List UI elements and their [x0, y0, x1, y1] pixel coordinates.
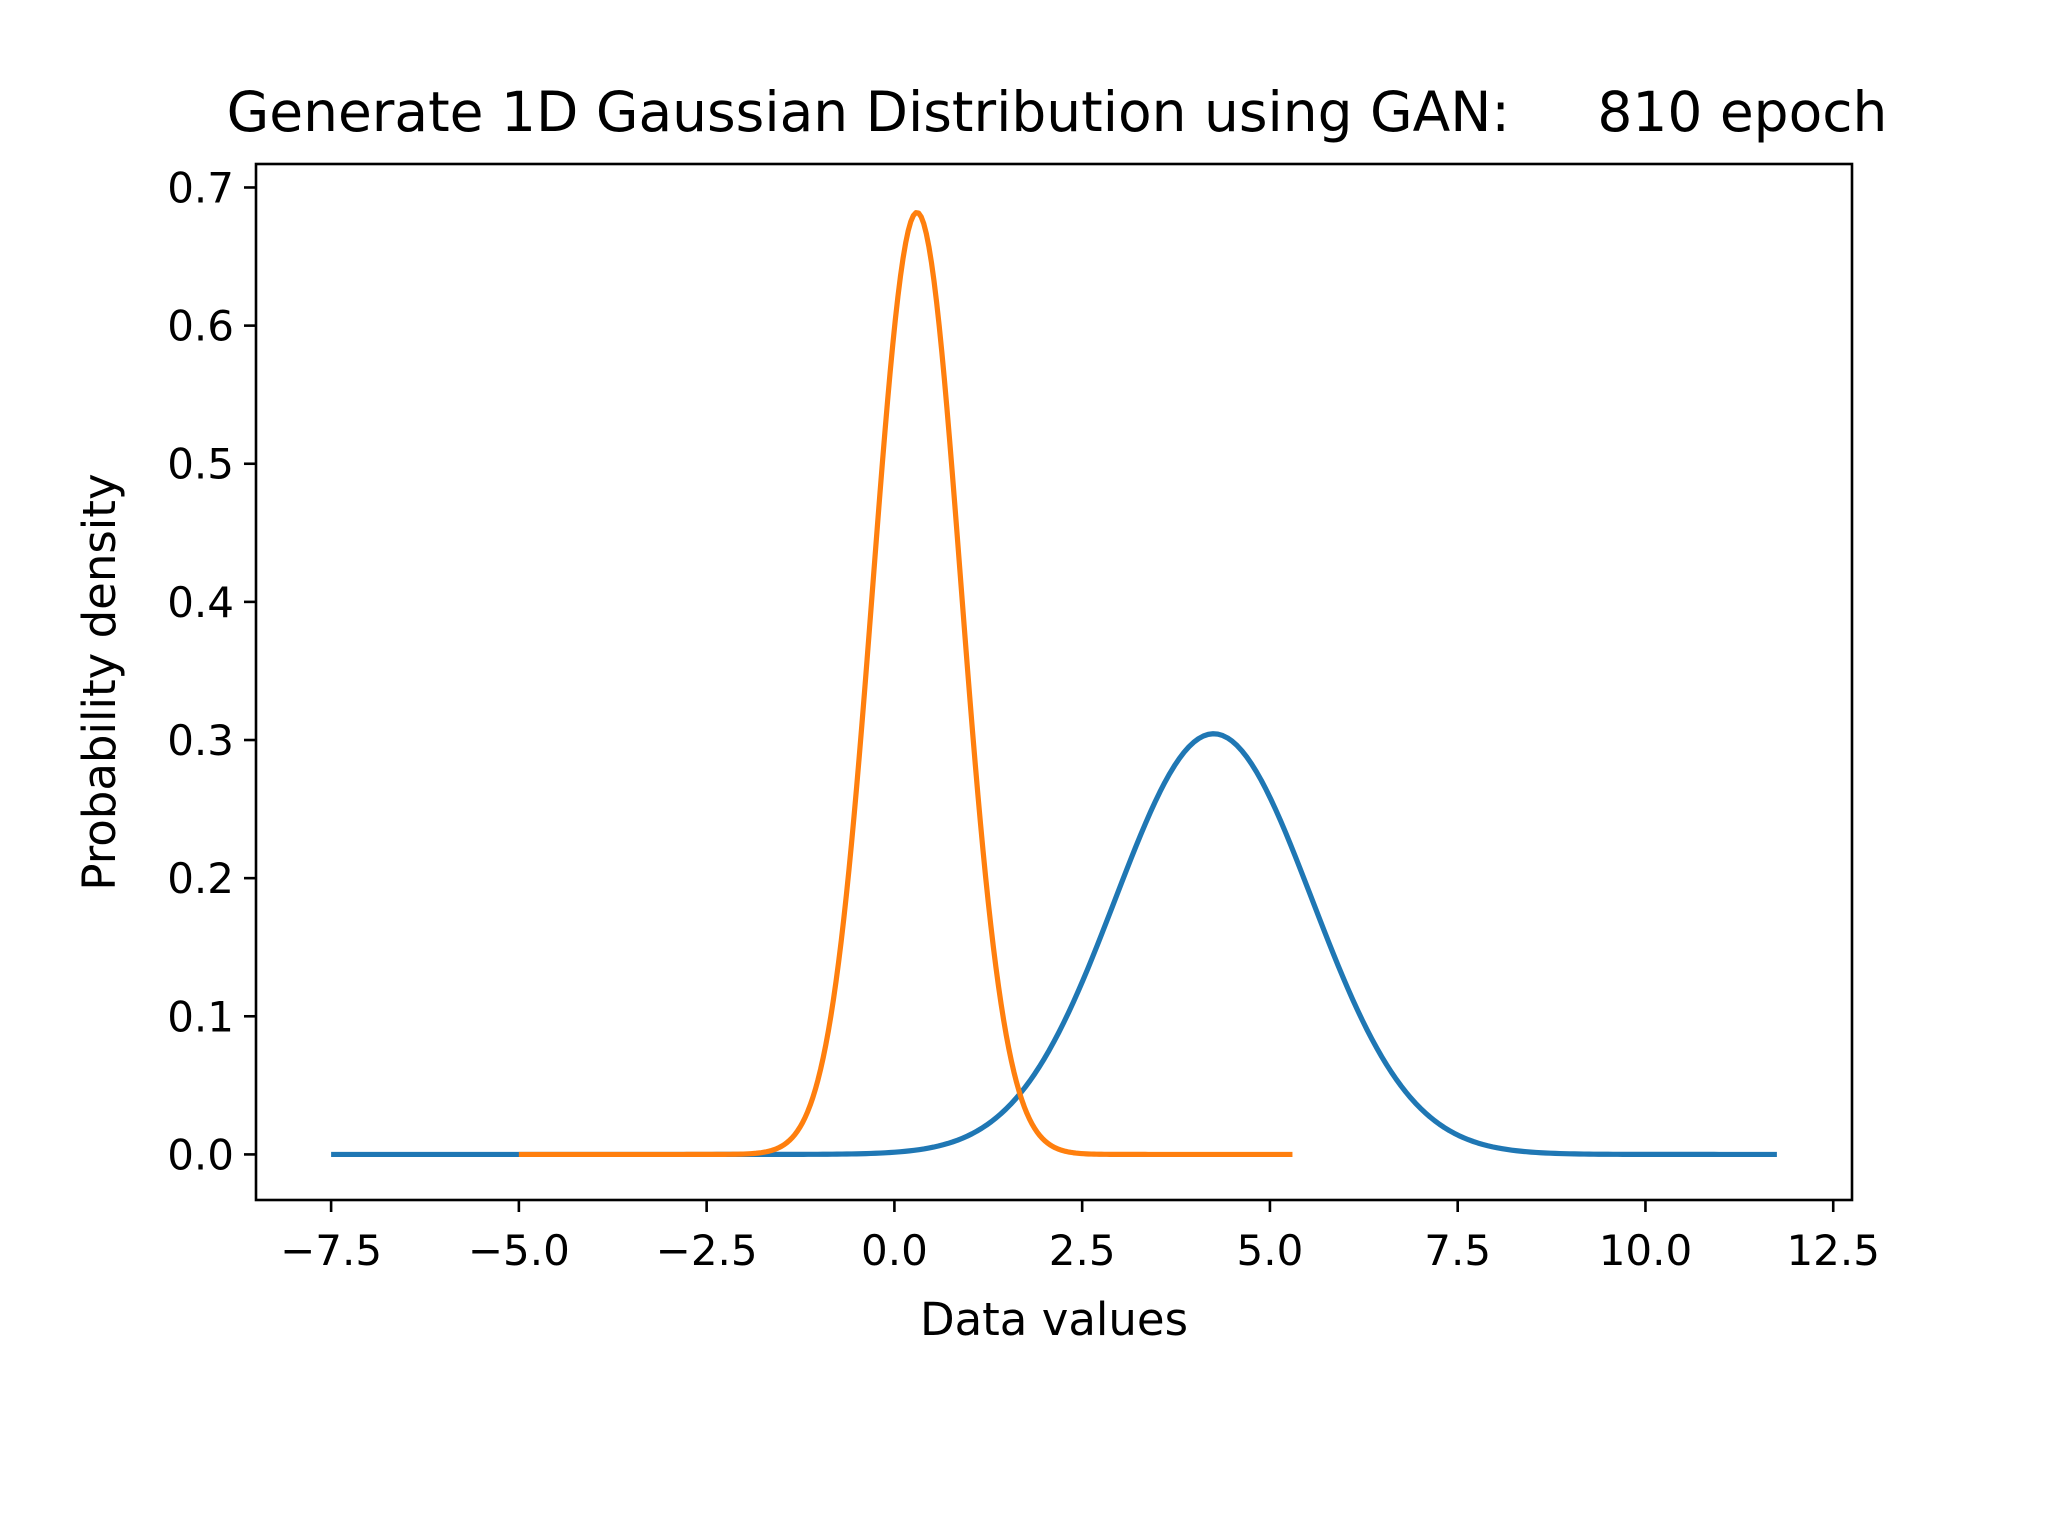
x-tick-label: 10.0	[1599, 1226, 1693, 1275]
x-axis: −7.5 −5.0 −2.5 0.0 2.5 5.0 7.5 10.0 12.5	[280, 1200, 1880, 1275]
chart-title: Generate 1D Gaussian Distribution using …	[227, 80, 1888, 144]
y-tick-label: 0.6	[167, 302, 234, 351]
y-tick-label: 0.0	[167, 1130, 234, 1179]
x-tick-label: 5.0	[1237, 1226, 1304, 1275]
y-axis-label: Probability density	[73, 473, 126, 890]
y-tick-label: 0.2	[167, 854, 234, 903]
x-axis-label: Data values	[920, 1293, 1188, 1346]
y-tick-label: 0.4	[167, 578, 234, 627]
x-tick-label: 2.5	[1049, 1226, 1116, 1275]
plot-frame	[254, 162, 1854, 1202]
x-tick-label: −2.5	[656, 1226, 758, 1275]
y-axis: 0.0 0.1 0.2 0.3 0.4 0.5 0.6 0.7	[167, 163, 256, 1179]
series-line-1	[331, 731, 1777, 1158]
series-layer	[331, 210, 1777, 1158]
y-tick-label: 0.1	[167, 992, 234, 1041]
x-tick-label: 0.0	[861, 1226, 928, 1275]
x-tick-label: −5.0	[468, 1226, 570, 1275]
series-line-2	[518, 210, 1293, 1158]
y-tick-label: 0.7	[167, 163, 234, 212]
y-tick-label: 0.5	[167, 440, 234, 489]
x-tick-label: 7.5	[1424, 1226, 1491, 1275]
x-tick-label: −7.5	[280, 1226, 382, 1275]
x-tick-label: 12.5	[1786, 1226, 1880, 1275]
y-tick-label: 0.3	[167, 716, 234, 765]
